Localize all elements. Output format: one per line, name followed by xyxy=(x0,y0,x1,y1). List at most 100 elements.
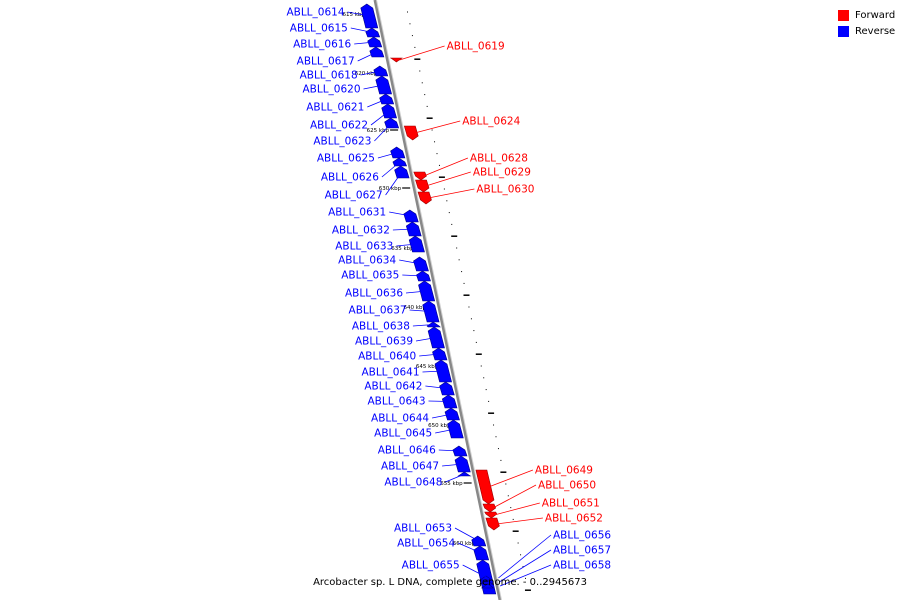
leader-line xyxy=(435,428,456,434)
gene-label-abll_0656: ABLL_0656 xyxy=(553,530,611,542)
gene-label-abll_0624: ABLL_0624 xyxy=(462,116,520,128)
tick-layer xyxy=(407,11,531,591)
leader-line xyxy=(488,469,534,488)
leader-line xyxy=(419,353,440,357)
gene-label-abll_0627: ABLL_0627 xyxy=(325,190,383,202)
leader-line xyxy=(399,259,422,265)
gene-label-abll_0637: ABLL_0637 xyxy=(349,305,407,317)
gene-label-abll_0641: ABLL_0641 xyxy=(361,367,419,379)
leader-line xyxy=(357,51,377,62)
leader-layer xyxy=(347,11,552,587)
gene-label-abll_0650: ABLL_0650 xyxy=(538,480,596,492)
gene-label-abll_0616: ABLL_0616 xyxy=(293,39,351,51)
gene-label-abll_0652: ABLL_0652 xyxy=(545,513,603,525)
leader-line xyxy=(442,463,463,467)
gene-label-abll_0620: ABLL_0620 xyxy=(302,84,360,96)
label-layer: ABLL_0614 ABLL_0615 ABLL_0616 ABLL_0617 ABLL… xyxy=(286,7,611,572)
leader-line xyxy=(494,502,540,516)
legend-label-forward: Forward xyxy=(855,10,896,21)
gene-label-abll_0643: ABLL_0643 xyxy=(367,396,425,408)
leader-line xyxy=(399,45,445,61)
leader-line xyxy=(457,542,482,554)
leader-line xyxy=(409,309,431,312)
gene-label-abll_0638: ABLL_0638 xyxy=(352,321,410,333)
reverse-swatch xyxy=(838,26,849,37)
scale-mark-label: 615 kbp xyxy=(342,12,365,18)
gene-block-abll_0651 xyxy=(484,511,498,519)
gene-label-abll_0639: ABLL_0639 xyxy=(355,336,413,348)
gene-label-abll_0626: ABLL_0626 xyxy=(321,172,379,184)
leader-line xyxy=(432,413,453,419)
scale-mark-label: 650 kbp xyxy=(428,423,451,429)
leader-line xyxy=(402,274,424,277)
gene-block-abll_0650 xyxy=(482,503,497,513)
leader-line xyxy=(347,11,370,17)
leader-line xyxy=(414,120,461,134)
gene-label-abll_0657: ABLL_0657 xyxy=(553,545,611,557)
gene-block-abll_0630 xyxy=(417,191,432,205)
gene-block-abll_0619 xyxy=(390,57,403,63)
legend: Forward Reverse xyxy=(838,8,900,40)
gene-label-abll_0623: ABLL_0623 xyxy=(313,136,371,148)
gene-block-abll_0649 xyxy=(475,469,495,505)
gene-block-abll_0623 xyxy=(384,117,400,129)
legend-item-reverse: Reverse xyxy=(838,24,900,39)
forward-swatch xyxy=(838,10,849,21)
leader-line xyxy=(367,98,387,108)
gene-label-abll_0634: ABLL_0634 xyxy=(338,255,396,267)
gene-label-abll_0633: ABLL_0633 xyxy=(335,241,393,253)
gene-block-abll_0621 xyxy=(379,93,395,105)
gene-label-abll_0631: ABLL_0631 xyxy=(328,207,386,219)
leader-line xyxy=(499,549,552,583)
leader-line xyxy=(385,171,403,196)
leader-line xyxy=(374,122,392,142)
leader-line xyxy=(415,337,437,342)
leader-line xyxy=(422,370,444,373)
scale-mark-label: 635 kbp xyxy=(391,246,414,252)
gene-label-abll_0625: ABLL_0625 xyxy=(317,153,375,165)
legend-item-forward: Forward xyxy=(838,8,900,23)
gene-block-abll_0628 xyxy=(413,171,427,181)
leader-line xyxy=(445,473,465,483)
gene-block-abll_0637 xyxy=(422,300,440,323)
gene-label-abll_0642: ABLL_0642 xyxy=(364,381,422,393)
leader-line xyxy=(360,70,381,76)
leader-line xyxy=(492,484,537,509)
gene-label-abll_0617: ABLL_0617 xyxy=(297,56,355,68)
gene-label-abll_0615: ABLL_0615 xyxy=(290,23,348,35)
gene-label-abll_0632: ABLL_0632 xyxy=(332,225,390,237)
leader-line xyxy=(428,188,475,199)
leader-line xyxy=(381,161,401,178)
leader-line xyxy=(425,385,447,389)
leader-line xyxy=(370,110,390,126)
leader-line xyxy=(392,228,414,231)
gene-block-abll_0654 xyxy=(473,545,490,561)
gene-label-abll_0653: ABLL_0653 xyxy=(394,523,452,535)
leader-line xyxy=(462,564,487,578)
scale-mark-label: 645 kbp xyxy=(416,364,439,370)
leader-line xyxy=(454,527,479,542)
leader-line xyxy=(496,517,543,525)
leader-line xyxy=(377,152,398,159)
leader-line xyxy=(389,211,412,217)
gene-block-abll_0653 xyxy=(471,535,487,547)
leader-line xyxy=(428,400,450,402)
leader-line xyxy=(499,564,552,587)
gene-label-abll_0630: ABLL_0630 xyxy=(476,184,534,196)
gene-label-abll_0636: ABLL_0636 xyxy=(345,288,403,300)
gene-label-abll_0654: ABLL_0654 xyxy=(397,538,455,550)
gene-label-abll_0614: ABLL_0614 xyxy=(286,7,344,19)
leader-line xyxy=(405,290,427,294)
gene-label-abll_0648: ABLL_0648 xyxy=(384,477,442,489)
leader-line xyxy=(350,27,373,33)
gene-block-abll_0631 xyxy=(403,209,419,223)
scale-mark-label: 655 kbp xyxy=(440,481,463,487)
genome-title: Arcobacter sp. L DNA, complete genome. -… xyxy=(313,577,587,588)
scale-mark-label: 640 kbp xyxy=(404,305,427,311)
gene-block-abll_0642 xyxy=(439,381,455,396)
legend-label-reverse: Reverse xyxy=(855,26,896,37)
leader-line xyxy=(438,449,461,452)
gene-label-abll_0622: ABLL_0622 xyxy=(310,120,368,132)
gene-label-abll_0658: ABLL_0658 xyxy=(553,560,611,572)
